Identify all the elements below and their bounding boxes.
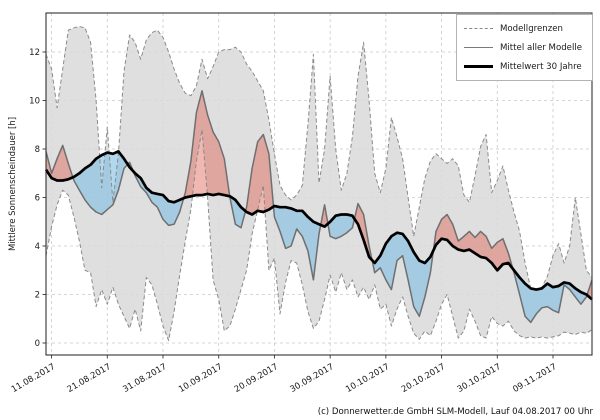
svg-text:21.08.2017: 21.08.2017 xyxy=(66,362,113,395)
svg-text:10.10.2017: 10.10.2017 xyxy=(344,362,391,395)
svg-text:30.09.2017: 30.09.2017 xyxy=(288,362,335,395)
svg-text:12: 12 xyxy=(29,48,40,58)
dashed-line-swatch xyxy=(464,28,493,29)
legend-label: Mittelwert 30 Jahre xyxy=(500,61,582,72)
y-axis-title: Mittlere Sonnenscheindauer [h] xyxy=(8,116,18,252)
legend: Modellgrenzen Mittel aller Modelle Mitte… xyxy=(456,14,593,81)
copyright-caption: (c) Donnerwetter.de GmbH SLM-Modell, Lau… xyxy=(317,407,593,417)
svg-text:11.08.2017: 11.08.2017 xyxy=(10,362,57,395)
svg-text:20.10.2017: 20.10.2017 xyxy=(400,362,447,395)
svg-text:20.09.2017: 20.09.2017 xyxy=(233,362,280,395)
gray-line-swatch xyxy=(464,47,493,48)
svg-text:10.09.2017: 10.09.2017 xyxy=(177,362,224,395)
legend-label: Modellgrenzen xyxy=(500,23,563,34)
legend-label: Mittel aller Modelle xyxy=(500,42,583,53)
svg-text:09.11.2017: 09.11.2017 xyxy=(511,362,558,395)
svg-text:0: 0 xyxy=(35,339,40,349)
svg-text:10: 10 xyxy=(29,96,40,106)
svg-text:30.10.2017: 30.10.2017 xyxy=(456,362,503,395)
svg-text:6: 6 xyxy=(35,193,40,203)
svg-text:2: 2 xyxy=(35,290,40,300)
legend-item-mittelwert-30-jahre: Mittelwert 30 Jahre xyxy=(464,57,586,76)
legend-item-modellgrenzen: Modellgrenzen xyxy=(464,19,586,38)
svg-text:31.08.2017: 31.08.2017 xyxy=(121,362,168,395)
black-line-swatch xyxy=(464,65,493,68)
legend-item-mittel-aller-modelle: Mittel aller Modelle xyxy=(464,38,586,57)
svg-text:4: 4 xyxy=(35,242,40,252)
svg-text:8: 8 xyxy=(35,145,40,155)
